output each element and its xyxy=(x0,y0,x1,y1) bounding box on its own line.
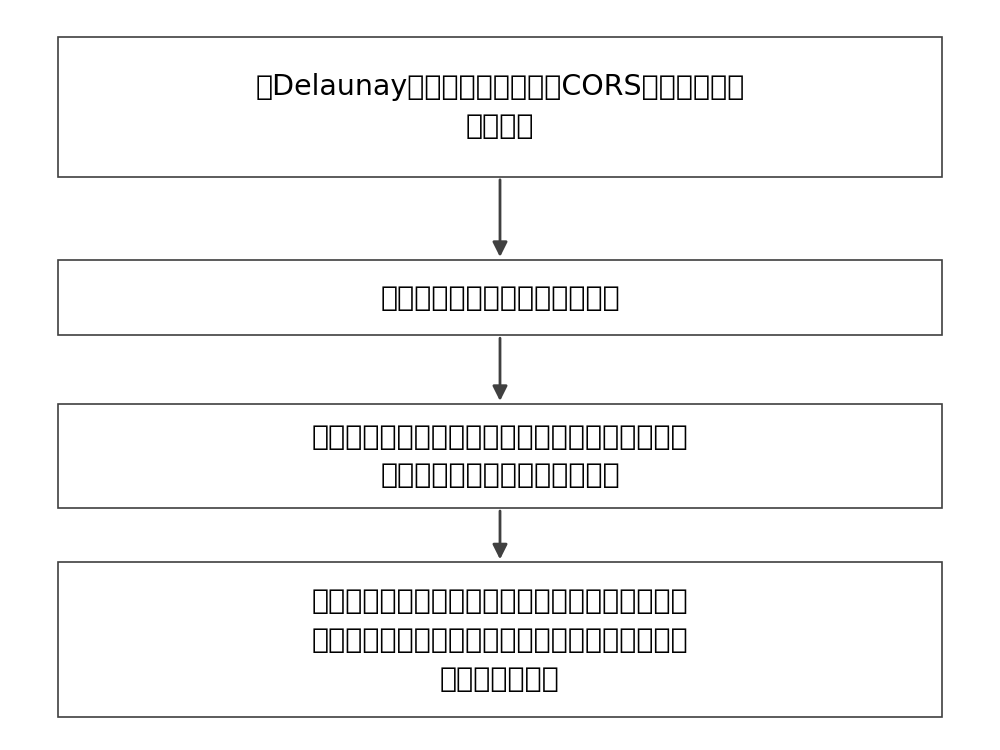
FancyBboxPatch shape xyxy=(58,37,942,177)
FancyBboxPatch shape xyxy=(58,562,942,717)
Text: 构建多参考站结构基本解算单元: 构建多参考站结构基本解算单元 xyxy=(380,284,620,311)
Text: 按Delaunay三角网构网原则建立CORS参考站的不规
则三角网: 按Delaunay三角网构网原则建立CORS参考站的不规 则三角网 xyxy=(255,74,745,140)
Text: 采用双频相位观测值计算多参考站结构基本解算单
元中各条基线的双差对流层延迟: 采用双频相位观测值计算多参考站结构基本解算单 元中各条基线的双差对流层延迟 xyxy=(312,422,688,490)
FancyBboxPatch shape xyxy=(58,404,942,508)
Text: 采用顾及高程偏差影响的多参考站对流层改正数线
性内插模型，来内插计算中心参考站与流动站的对
流层误差改正数: 采用顾及高程偏差影响的多参考站对流层改正数线 性内插模型，来内插计算中心参考站与… xyxy=(312,586,688,692)
FancyBboxPatch shape xyxy=(58,260,942,335)
